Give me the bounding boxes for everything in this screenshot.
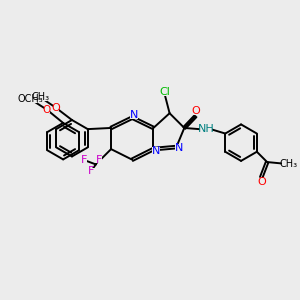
Bar	[44, 106, 50, 113]
Bar	[130, 112, 138, 119]
Text: Cl: Cl	[160, 87, 171, 98]
Text: F: F	[88, 166, 94, 176]
Bar	[53, 104, 59, 111]
Bar	[175, 144, 183, 152]
Text: N: N	[152, 146, 160, 156]
Bar	[34, 94, 47, 101]
Text: OCH₃: OCH₃	[18, 94, 44, 104]
Bar	[258, 178, 265, 185]
Text: O: O	[51, 103, 60, 113]
Text: N: N	[175, 143, 184, 153]
Text: F: F	[95, 155, 102, 165]
Bar	[95, 157, 102, 163]
Text: NH: NH	[198, 124, 215, 134]
Text: F: F	[81, 155, 87, 165]
Text: O: O	[257, 177, 266, 187]
Bar	[161, 89, 170, 96]
Bar	[282, 160, 296, 167]
Text: O: O	[191, 106, 200, 116]
Bar	[25, 96, 37, 103]
Bar	[193, 107, 199, 115]
Text: CH₃: CH₃	[32, 92, 50, 102]
Bar	[81, 157, 87, 163]
Bar	[88, 168, 94, 174]
Text: N: N	[130, 110, 138, 120]
Bar	[152, 147, 160, 154]
Text: O: O	[43, 105, 51, 115]
Bar	[200, 126, 212, 133]
Text: CH₃: CH₃	[280, 158, 298, 169]
